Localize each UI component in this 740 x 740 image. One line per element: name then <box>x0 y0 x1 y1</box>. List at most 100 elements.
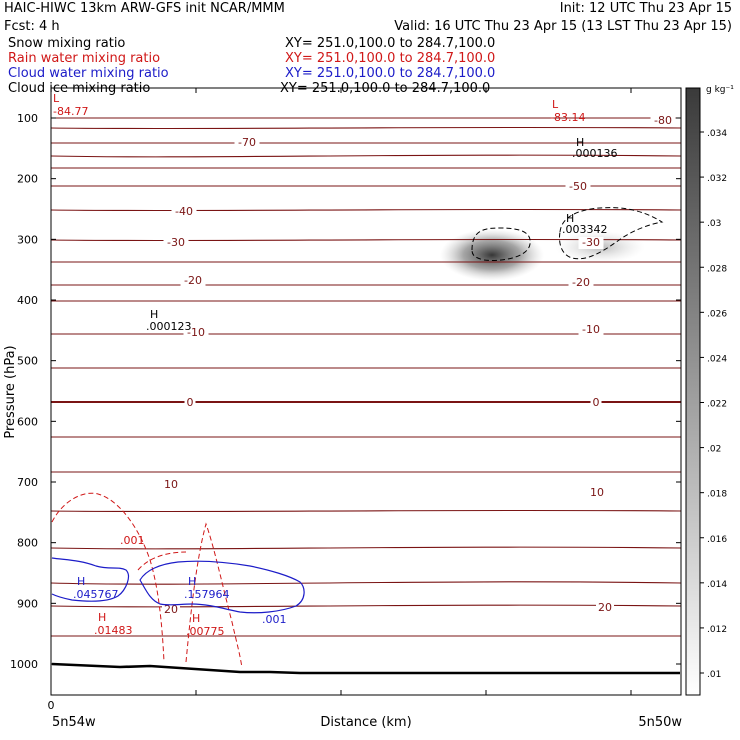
field-xy-rain: XY= 251.0,100.0 to 284.7,100.0 <box>285 51 496 66</box>
rain-water-contours <box>51 492 243 669</box>
label-mask <box>596 602 614 614</box>
y-tick-label: 100 <box>17 112 38 125</box>
extremum-value: .157964 <box>184 588 230 601</box>
label-mask <box>590 397 602 409</box>
colorbar-tick-label: .01 <box>707 670 721 680</box>
extremum-letter: H <box>566 212 574 225</box>
extremum-letter: L <box>53 92 60 105</box>
mixing-ratio-contour-labels: .001 .001 <box>120 534 287 626</box>
temperature-label: 20 <box>598 601 612 614</box>
cloud-water-contours <box>51 557 305 614</box>
extremum-letter: H <box>576 136 584 149</box>
colorbar-tick-label: .024 <box>707 354 727 364</box>
distance-axis <box>50 88 632 695</box>
isotherm-line <box>50 604 682 608</box>
extremum-value: .003342 <box>562 223 608 236</box>
temperature-contours <box>50 117 682 637</box>
contour-value-label: .001 <box>120 534 145 547</box>
extremum-letter: H <box>77 575 85 588</box>
isotherm-line <box>50 126 682 130</box>
extremum-value: -83.14 <box>550 111 585 124</box>
extremum-value: .00775 <box>186 625 225 638</box>
snow-shading <box>440 229 645 281</box>
y-tick-label: 900 <box>17 597 38 610</box>
label-mask <box>162 479 180 491</box>
extremum-value: .01483 <box>94 624 133 637</box>
y-tick-label: 400 <box>17 294 38 307</box>
label-mask <box>163 237 189 249</box>
colorbar-tick-label: .016 <box>707 535 727 545</box>
colorbar-tick-label: .034 <box>707 129 727 139</box>
label-mask <box>588 487 606 499</box>
cloud-water-contour-b <box>139 560 305 614</box>
field-label-cloud-water: Cloud water mixing ratio <box>8 66 169 81</box>
temperature-label: 10 <box>590 486 604 499</box>
colorbar-tick-label: .022 <box>707 400 727 410</box>
label-mask <box>162 604 180 616</box>
label-mask <box>650 115 676 127</box>
colorbar-unit: g kg⁻¹ <box>706 85 734 95</box>
colorbar-tick-label: .02 <box>707 445 721 455</box>
colorbar-tick-label: .028 <box>707 264 727 274</box>
temperature-labels: -80 -70 -50 -40 -30 -30 -20 -20 -10 -10 0 0 10 10 20 20 <box>162 114 676 616</box>
temperature-label: 20 <box>164 603 178 616</box>
temperature-label: -20 <box>184 274 202 287</box>
extremum-letter: H <box>150 308 158 321</box>
y-axis-label: Pressure (hPa) <box>3 345 18 438</box>
forecast-hour: Fcst: 4 h <box>4 19 60 34</box>
rain-contour-c <box>137 551 187 571</box>
extremum-value: -84.77 <box>53 105 88 118</box>
isotherm-line <box>50 635 682 637</box>
colorbar: g kg⁻¹ .01 .012 .014 .016 .018 .02 .022 .024 .02… <box>685 85 734 696</box>
label-mask <box>234 137 260 149</box>
extremum-value: .000123 <box>146 320 192 333</box>
colorbar-tick-label: .03 <box>707 219 721 229</box>
cloud-ice-contours <box>471 207 664 261</box>
extrema-labels: L-84.77L-83.14H.000136H.003342H.000123H.… <box>53 92 618 638</box>
cloud-water-contour-a <box>51 557 130 602</box>
label-mask <box>183 327 209 339</box>
colorbar-tick-label: .014 <box>707 580 727 590</box>
colorbar-tick-label: .012 <box>707 625 727 635</box>
isotherm-line <box>50 154 682 158</box>
temperature-label: -30 <box>582 236 600 249</box>
temperature-label: 0 <box>593 396 600 409</box>
temperature-label: 0 <box>187 396 194 409</box>
plot-frame <box>50 87 682 696</box>
isotherm-line <box>50 208 682 212</box>
colorbar-tick-label: .018 <box>707 490 727 500</box>
temperature-label: -50 <box>569 180 587 193</box>
label-mask <box>578 237 604 249</box>
label-mask <box>184 397 196 409</box>
label-mask <box>565 181 591 193</box>
extremum-letter: H <box>98 611 106 624</box>
isotherm-line <box>50 509 682 513</box>
isotherm-line <box>50 581 682 585</box>
label-mask <box>171 206 197 218</box>
colorbar-tick-label: .032 <box>707 174 727 184</box>
temperature-label: -80 <box>654 114 672 127</box>
field-xy-snow: XY= 251.0,100.0 to 284.7,100.0 <box>285 36 496 51</box>
field-xy-cloud-water: XY= 251.0,100.0 to 284.7,100.0 <box>285 66 496 81</box>
init-time: Init: 12 UTC Thu 23 Apr 15 <box>559 1 732 16</box>
temperature-label: -10 <box>187 326 205 339</box>
colorbar-gradient <box>685 87 701 696</box>
contour-value-label: .001 <box>262 613 287 626</box>
cloud-ice-contour-a <box>471 227 531 261</box>
label-mask <box>568 277 594 289</box>
field-label-snow: Snow mixing ratio <box>8 36 126 51</box>
y-tick-label: 700 <box>17 476 38 489</box>
temperature-label: 10 <box>164 478 178 491</box>
temperature-label: -70 <box>238 136 256 149</box>
y-tick-label: 800 <box>17 537 38 550</box>
x-end-label: 5n50w <box>638 715 682 730</box>
isotherm-line <box>50 238 682 242</box>
rain-contour-b <box>185 522 243 669</box>
field-label-rain: Rain water mixing ratio <box>8 51 161 66</box>
cloud-ice-contour-b <box>559 207 664 260</box>
x-axis-label: Distance (km) <box>320 715 411 730</box>
y-tick-label: 300 <box>17 233 38 246</box>
isotherm-line <box>50 167 682 169</box>
